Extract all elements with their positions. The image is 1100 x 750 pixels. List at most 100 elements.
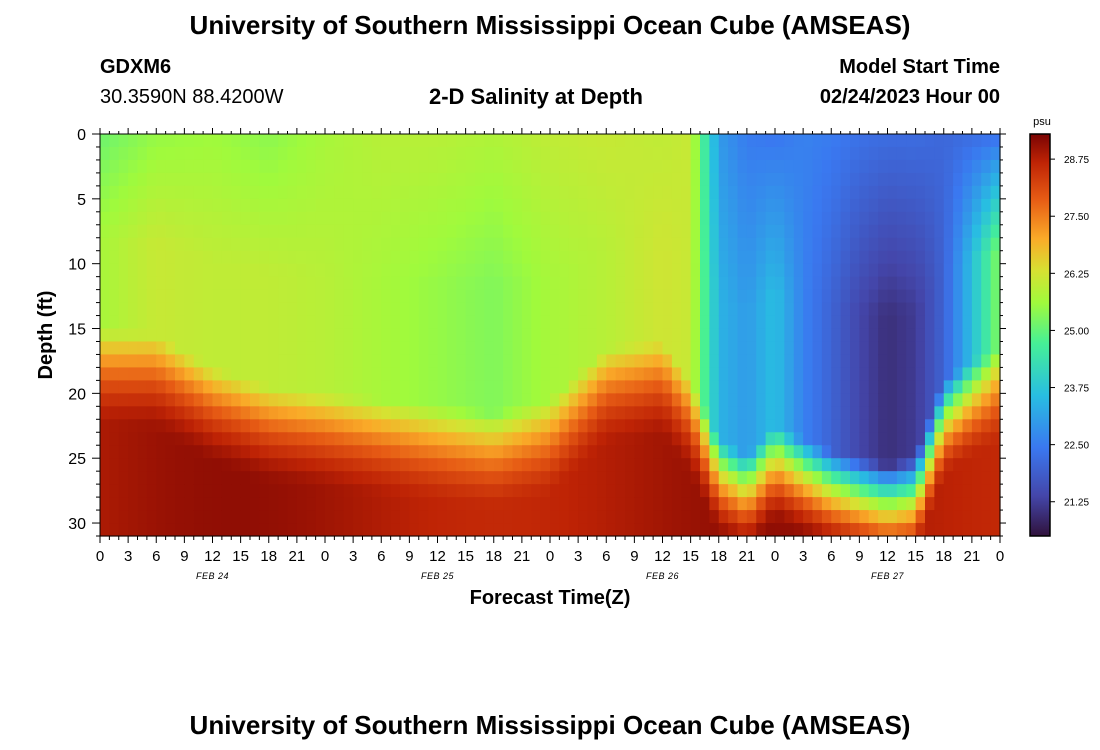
heatmap-cell	[175, 263, 185, 278]
heatmap-cell	[250, 263, 260, 278]
heatmap-cell	[812, 134, 823, 148]
heatmap-cell	[643, 263, 654, 278]
heatmap-cell	[840, 458, 851, 472]
heatmap-cell	[428, 432, 439, 446]
heatmap-cell	[559, 289, 570, 304]
heatmap-cell	[596, 523, 607, 537]
heatmap-cell	[653, 302, 664, 317]
heatmap-cell	[709, 302, 720, 317]
heatmap-cell	[278, 276, 289, 291]
heatmap-cell	[868, 237, 879, 252]
heatmap-cell	[137, 341, 148, 356]
heatmap-cell	[906, 250, 917, 265]
heatmap-cell	[418, 315, 429, 330]
heatmap-cell	[493, 276, 504, 291]
heatmap-cell	[296, 328, 307, 343]
heatmap-cell	[953, 263, 964, 278]
heatmap-cell	[165, 367, 176, 381]
heatmap-cell	[146, 497, 157, 511]
heatmap-cell	[540, 484, 551, 498]
heatmap-cell	[475, 328, 485, 343]
heatmap-cell	[896, 276, 907, 291]
heatmap-cell	[634, 484, 645, 498]
heatmap-cell	[803, 510, 814, 524]
heatmap-cell	[175, 198, 185, 213]
heatmap-cell	[625, 497, 635, 511]
heatmap-cell	[118, 198, 129, 213]
heatmap-cell	[381, 302, 392, 317]
heatmap-cell	[296, 172, 307, 187]
heatmap-cell	[306, 263, 317, 278]
heatmap-cell	[831, 354, 842, 369]
heatmap-cell	[840, 302, 851, 317]
heatmap-cell	[878, 237, 889, 252]
heatmap-cell	[859, 159, 870, 174]
heatmap-cell	[203, 458, 214, 472]
heatmap-cell	[615, 328, 626, 343]
heatmap-cell	[971, 237, 982, 252]
heatmap-cell	[690, 134, 701, 148]
heatmap-cell	[718, 302, 729, 317]
heatmap-cell	[887, 497, 898, 511]
heatmap-cell	[850, 146, 860, 161]
heatmap-cell	[915, 224, 926, 239]
heatmap-cell	[681, 185, 692, 200]
heatmap-cell	[671, 237, 682, 252]
heatmap-cell	[906, 471, 917, 485]
heatmap-cell	[531, 237, 542, 252]
heatmap-cell	[775, 250, 785, 265]
heatmap-cell	[278, 198, 289, 213]
heatmap-cell	[653, 432, 664, 446]
heatmap-cell	[859, 432, 870, 446]
heatmap-cell	[353, 237, 364, 252]
heatmap-cell	[559, 211, 570, 226]
heatmap-cell	[165, 185, 176, 200]
heatmap-cell	[325, 523, 335, 537]
heatmap-cell	[465, 341, 476, 356]
heatmap-cell	[250, 445, 260, 459]
heatmap-cell	[915, 510, 926, 524]
heatmap-cell	[625, 341, 635, 356]
heatmap-cell	[746, 445, 757, 459]
heatmap-cell	[353, 484, 364, 498]
heatmap-cell	[746, 367, 757, 381]
heatmap-cell	[193, 146, 204, 161]
heatmap-cell	[315, 458, 326, 472]
heatmap-cell	[156, 315, 167, 330]
heatmap-cell	[850, 289, 860, 304]
heatmap-cell	[296, 406, 307, 420]
heatmap-cell	[643, 393, 654, 407]
heatmap-cell	[484, 497, 495, 511]
heatmap-cell	[643, 276, 654, 291]
heatmap-cell	[681, 341, 692, 356]
heatmap-cell	[615, 354, 626, 369]
heatmap-cell	[578, 432, 589, 446]
heatmap-cell	[137, 159, 148, 174]
heatmap-cell	[578, 484, 589, 498]
heatmap-cell	[784, 172, 795, 187]
heatmap-cell	[175, 471, 185, 485]
heatmap-cell	[906, 302, 917, 317]
heatmap-cell	[381, 432, 392, 446]
heatmap-cell	[765, 497, 776, 511]
heatmap-cell	[775, 497, 785, 511]
x-tick-label: 6	[827, 548, 835, 565]
heatmap-cell	[371, 471, 382, 485]
heatmap-cell	[540, 315, 551, 330]
heatmap-cell	[278, 224, 289, 239]
heatmap-cell	[878, 484, 889, 498]
heatmap-cell	[193, 263, 204, 278]
heatmap-cell	[362, 237, 373, 252]
heatmap-cell	[475, 159, 485, 174]
heatmap-cell	[128, 341, 139, 356]
heatmap-cell	[728, 146, 739, 161]
heatmap-cell	[746, 185, 757, 200]
heatmap-cell	[606, 146, 617, 161]
heatmap-cell	[578, 172, 589, 187]
heatmap-cell	[550, 367, 560, 381]
heatmap-cell	[550, 471, 560, 485]
heatmap-cell	[906, 172, 917, 187]
heatmap-cell	[728, 471, 739, 485]
heatmap-cell	[878, 250, 889, 265]
heatmap-cell	[203, 302, 214, 317]
